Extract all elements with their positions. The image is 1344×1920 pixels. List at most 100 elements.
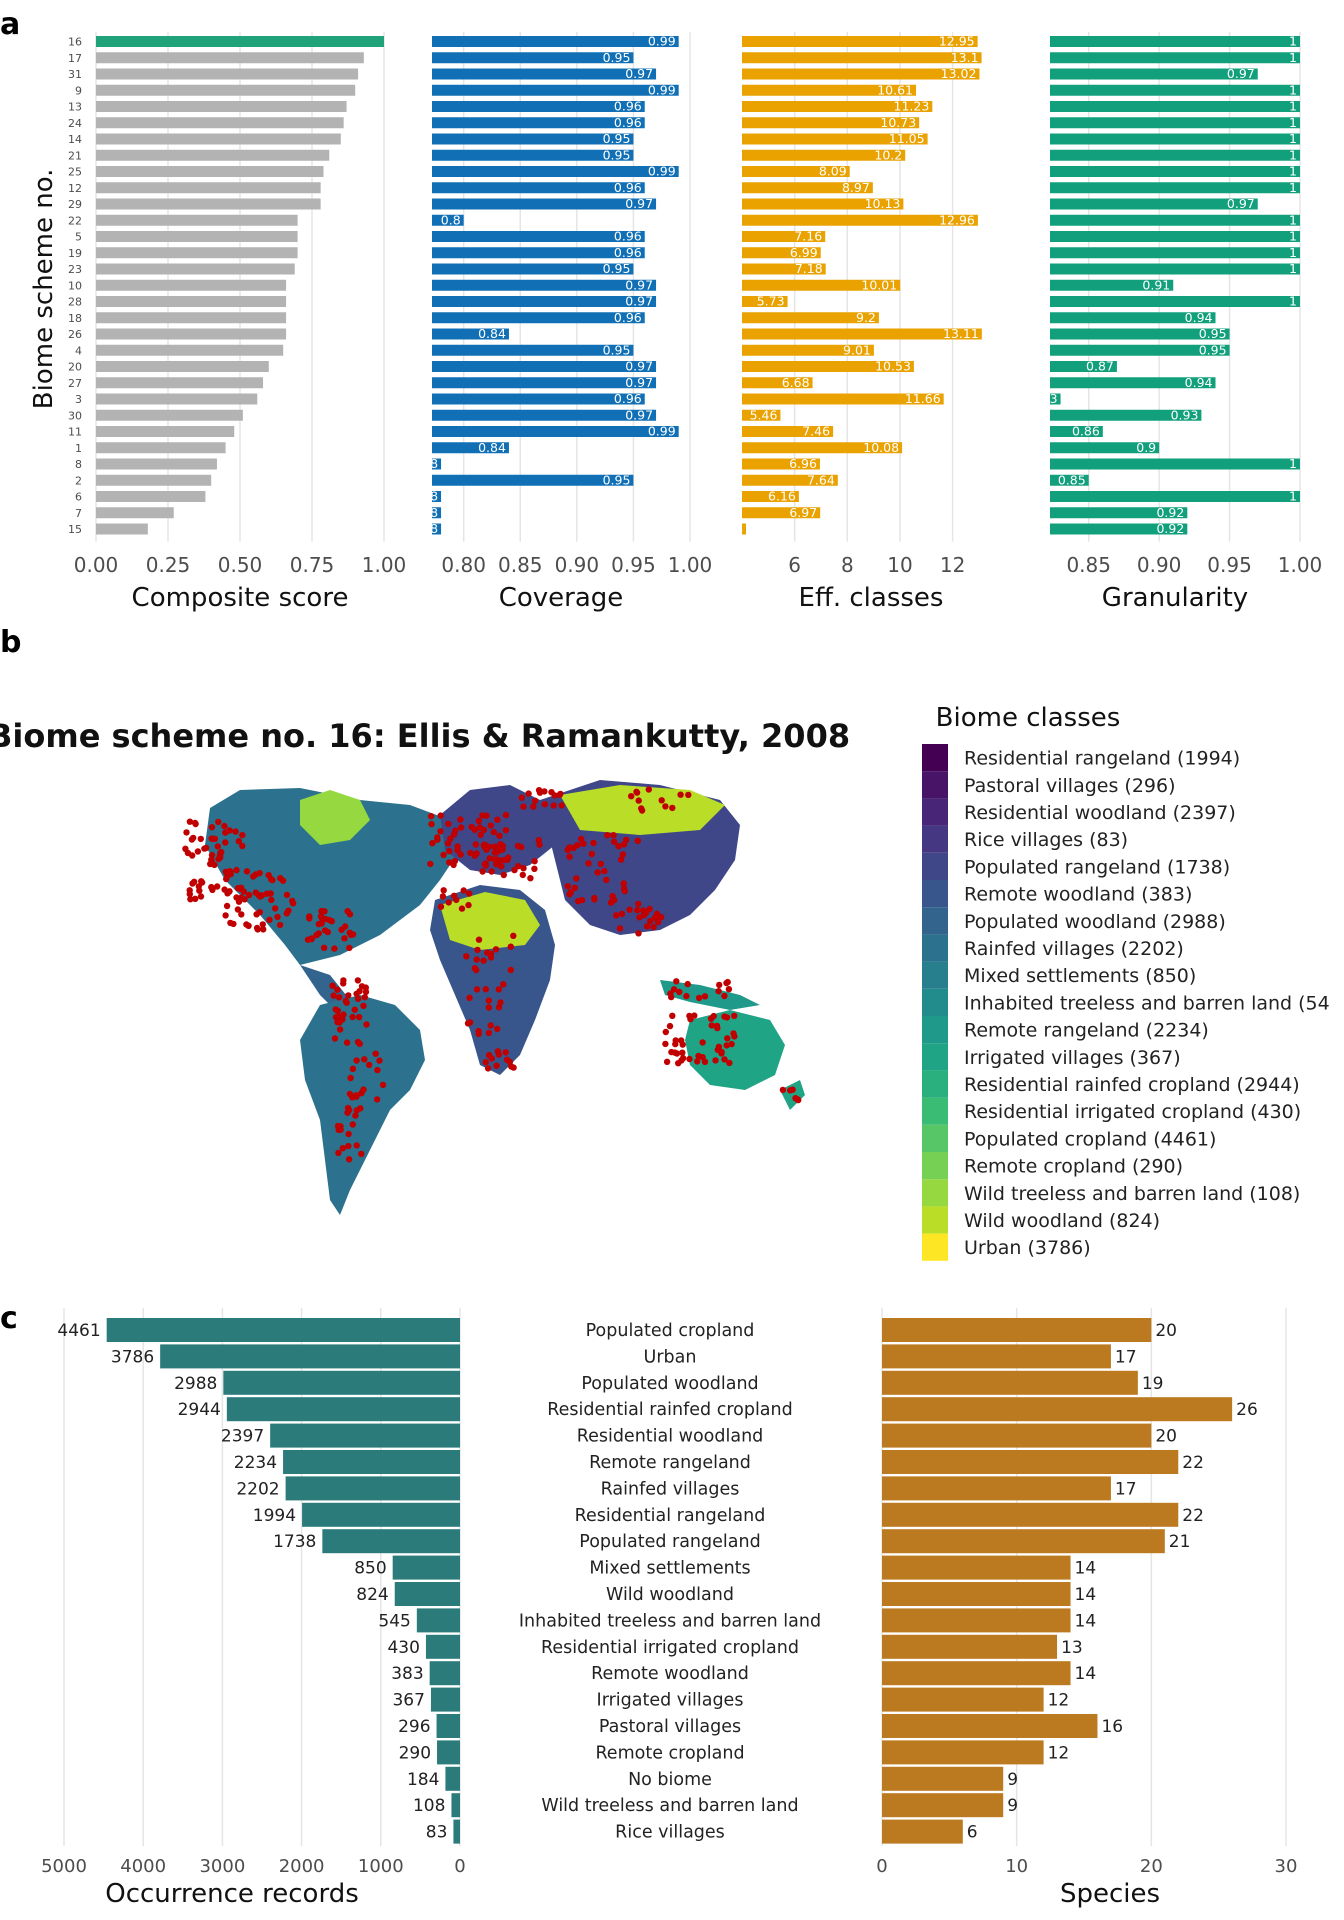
occurrence-point [613,912,620,919]
x-tick-label: 0.85 [1066,553,1111,577]
y-tick-label: 25 [68,166,82,179]
occurrence-point [490,828,497,836]
occurrence-point [360,1002,367,1009]
occurrence-point [620,880,627,887]
bar-value-label: 83 [1042,391,1058,406]
x-tick-label: 0 [454,1856,465,1877]
occurrence-point [514,842,522,850]
occurrence-point [713,1022,721,1030]
bar-coverage [432,328,509,340]
y-tick-label: 18 [68,312,82,325]
occurrence-point [186,818,194,825]
bar-species [882,1740,1044,1765]
occurrence-point [437,903,445,910]
occurrence-point [728,1040,735,1048]
bar-value-label: 1 [1289,245,1297,260]
occurrence-point [439,893,447,900]
occurrence-point [663,1058,671,1066]
occurrence-point [365,1061,373,1069]
bar-value-label: 0.96 [614,310,642,325]
occurrence-point [465,901,472,909]
legend-entry: Populated cropland (4461) [964,1128,1216,1150]
bar-eff [742,474,838,486]
subplot-species: 0 10 20 30Species20171926202217222114141413… [876,1308,1297,1909]
occurrence-point [208,851,216,859]
occurrence-point [597,860,604,868]
panel-b: Biome scheme no. 16: Ellis & Ramankutty,… [0,703,1330,1261]
bar-occurrence [394,1582,460,1606]
occurrence-point [263,890,271,897]
occurrence-point [725,986,733,993]
bar-occurrence [283,1450,460,1474]
legend-entry: Remote cropland (290) [964,1156,1183,1178]
legend-entry: Wild woodland (824) [964,1210,1160,1232]
bar-value-label: 13.1 [951,50,979,65]
bar-composite [96,523,148,535]
legend-swatch [922,1097,948,1125]
bar-coverage [432,458,442,470]
occurrence-point [440,851,447,858]
y-tick-label: 29 [68,198,82,211]
occurrence-point [289,897,296,905]
occurrence-point [190,834,197,842]
occurrence-point [473,986,481,993]
occurrence-point [622,836,630,843]
bar-coverage [432,68,657,80]
occurrence-point [349,931,357,938]
occurrence-point [437,812,444,819]
occurrence-point [269,876,276,884]
occurrence-point [484,1065,492,1072]
x-axis-title: Granularity [1102,583,1248,613]
occurrence-point [351,1006,358,1013]
bar-value-label: 0.99 [648,34,676,49]
bar-coverage [432,52,634,64]
bar-composite [96,393,258,405]
occurrence-point [647,917,654,925]
occurrence-point [488,868,495,875]
occurrence-point [345,992,352,999]
occurrence-point [330,992,337,999]
y-tick-label: 16 [68,36,82,49]
occurrence-point [491,843,498,850]
bar-value-label: 0.96 [614,115,642,130]
x-tick-label: 0.75 [290,553,335,577]
bar-composite [96,426,235,437]
y-tick-label: 1 [75,442,82,455]
bar-value-label: 10.73 [880,115,916,130]
occurrence-point [721,1056,728,1063]
occurrence-point [345,1130,352,1138]
bar-value-label: 10.08 [863,440,899,455]
bar-value-label: 9.01 [843,342,871,357]
bar-value-label: 0.95 [603,472,631,487]
occurrence-point [254,926,261,933]
legend-swatch [922,988,948,1016]
bar-value-label: 2202 [236,1479,279,1499]
occurrence-point [453,896,460,903]
bar-composite [96,214,298,226]
occurrence-point [276,921,284,929]
occurrence-point [471,826,479,833]
bar-value-label: 12 [1048,1691,1070,1711]
occurrence-point [353,1057,360,1064]
bar-value-label: 367 [392,1691,424,1711]
bar-gran [1050,328,1230,340]
bar-value-label: 0.99 [648,424,676,439]
occurrence-point [642,909,650,916]
bar-composite [96,361,269,372]
y-tick-label: 26 [68,328,82,341]
occurrence-point [353,1142,360,1149]
bar-value-label: 7.64 [807,472,835,487]
occurrence-point [610,832,617,839]
occurrence-point [347,1074,354,1082]
bar-gran [1050,344,1230,356]
bar-eff [742,214,978,226]
bar-coverage [432,117,645,129]
bar-species [882,1687,1044,1712]
x-tick-label: 10 [887,553,912,577]
x-tick-label: 6 [788,553,801,577]
occurrence-point [634,837,641,844]
bar-occurrence [226,1397,460,1422]
occurrence-point [710,1012,717,1020]
occurrence-point [376,1057,383,1064]
occurrence-point [635,900,642,908]
